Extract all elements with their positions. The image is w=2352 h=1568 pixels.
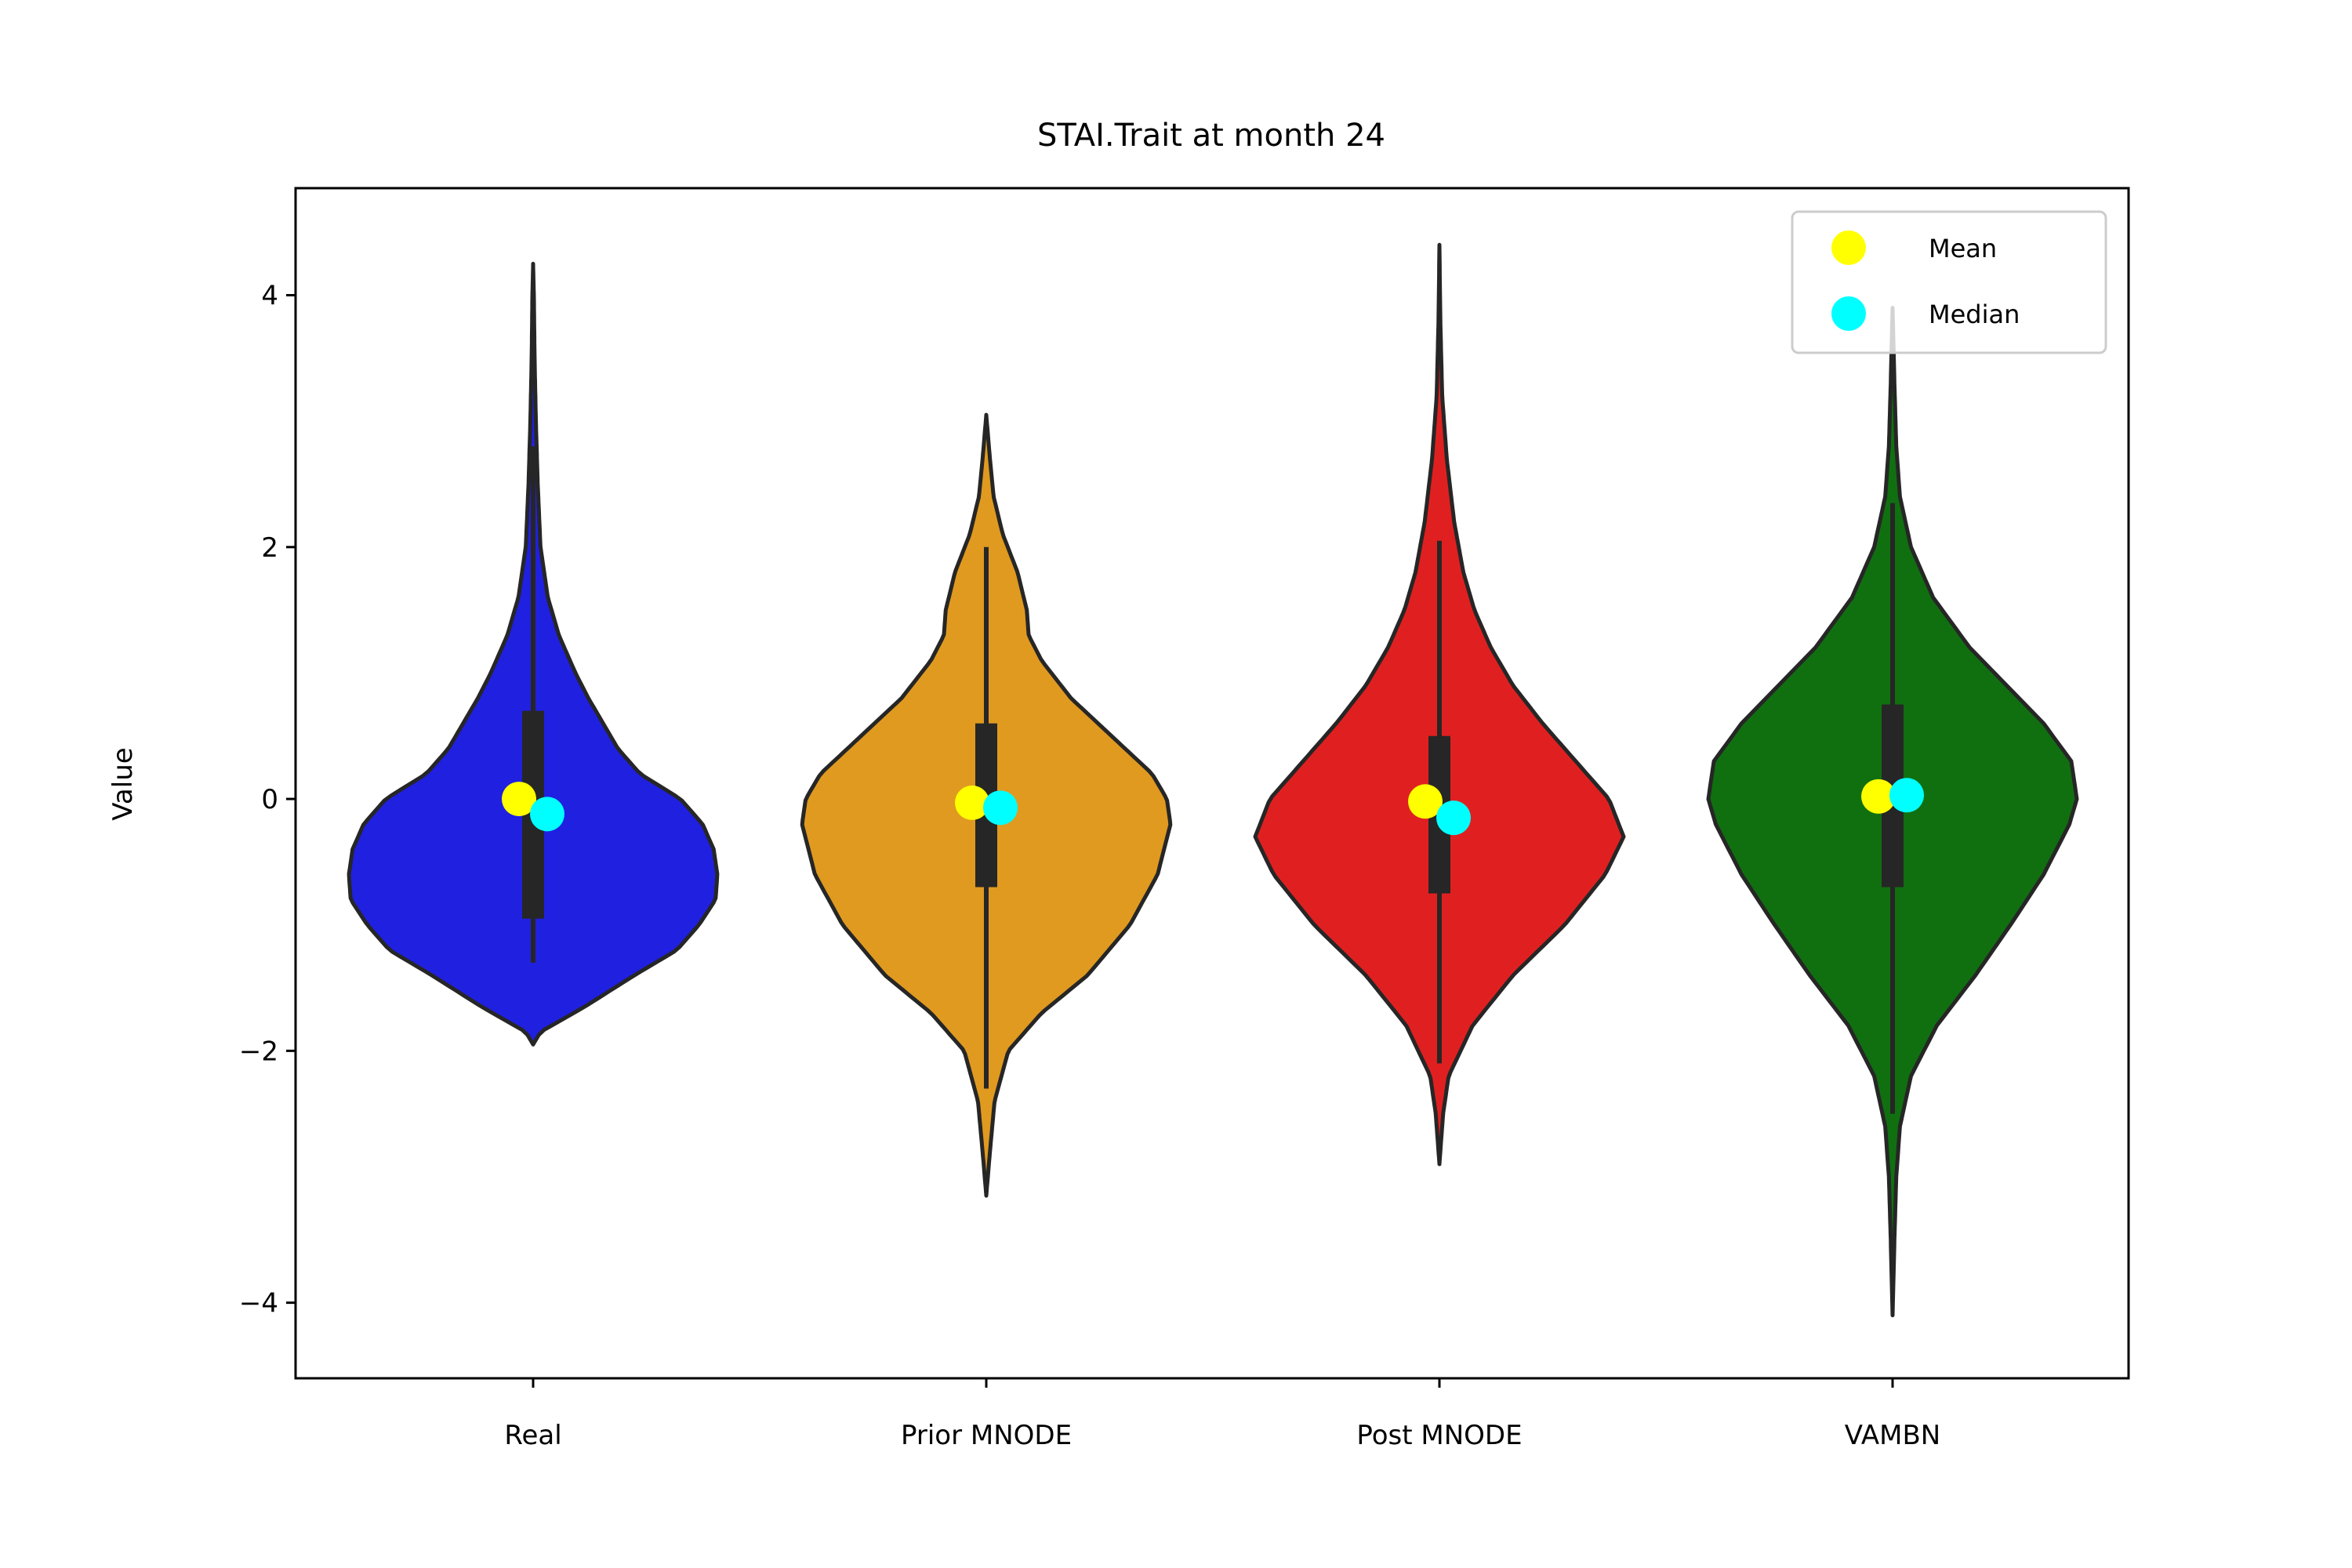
legend-median-label: Median: [1929, 299, 2020, 329]
x-tick-label: Real: [504, 1420, 561, 1451]
legend-mean-marker: [1831, 230, 1866, 265]
chart-title: STAI.Trait at month 24: [1037, 118, 1385, 154]
mean-point: [1408, 784, 1443, 819]
legend-box: [1791, 210, 2107, 354]
legend-mean-label: Mean: [1929, 234, 1997, 263]
x-tick-label: Prior MNODE: [901, 1420, 1072, 1451]
y-axis-label: Value: [107, 747, 139, 820]
violin-prior-mnode: [800, 412, 1173, 1198]
median-point: [983, 790, 1018, 826]
violin-post-mnode: [1253, 242, 1626, 1167]
mean-point: [502, 782, 536, 817]
legend-median-marker: [1831, 296, 1866, 331]
x-tick-label: Post MNODE: [1356, 1420, 1522, 1451]
legend: Mean Median: [1791, 210, 2107, 354]
mean-point: [1861, 779, 1896, 814]
violin-vambn: [1706, 306, 2079, 1318]
y-tick-label: 0: [261, 784, 278, 815]
median-point: [530, 797, 564, 832]
violins-layer: [347, 242, 2079, 1318]
mean-point: [955, 785, 989, 820]
median-point: [1436, 800, 1471, 836]
y-tick-label: 4: [261, 281, 278, 312]
y-tick-label: −2: [239, 1036, 278, 1067]
y-tick-label: −4: [239, 1288, 278, 1319]
plot-frame: [294, 187, 2130, 1380]
violin-real: [347, 261, 720, 1047]
y-tick-label: 2: [261, 532, 278, 564]
x-axis: Real Prior MNODE Post MNODE VAMBN: [504, 1378, 1940, 1451]
x-tick-label: VAMBN: [1845, 1420, 1940, 1451]
y-axis: −4 −2 0 2 4: [239, 281, 296, 1319]
median-point: [1889, 778, 1924, 813]
